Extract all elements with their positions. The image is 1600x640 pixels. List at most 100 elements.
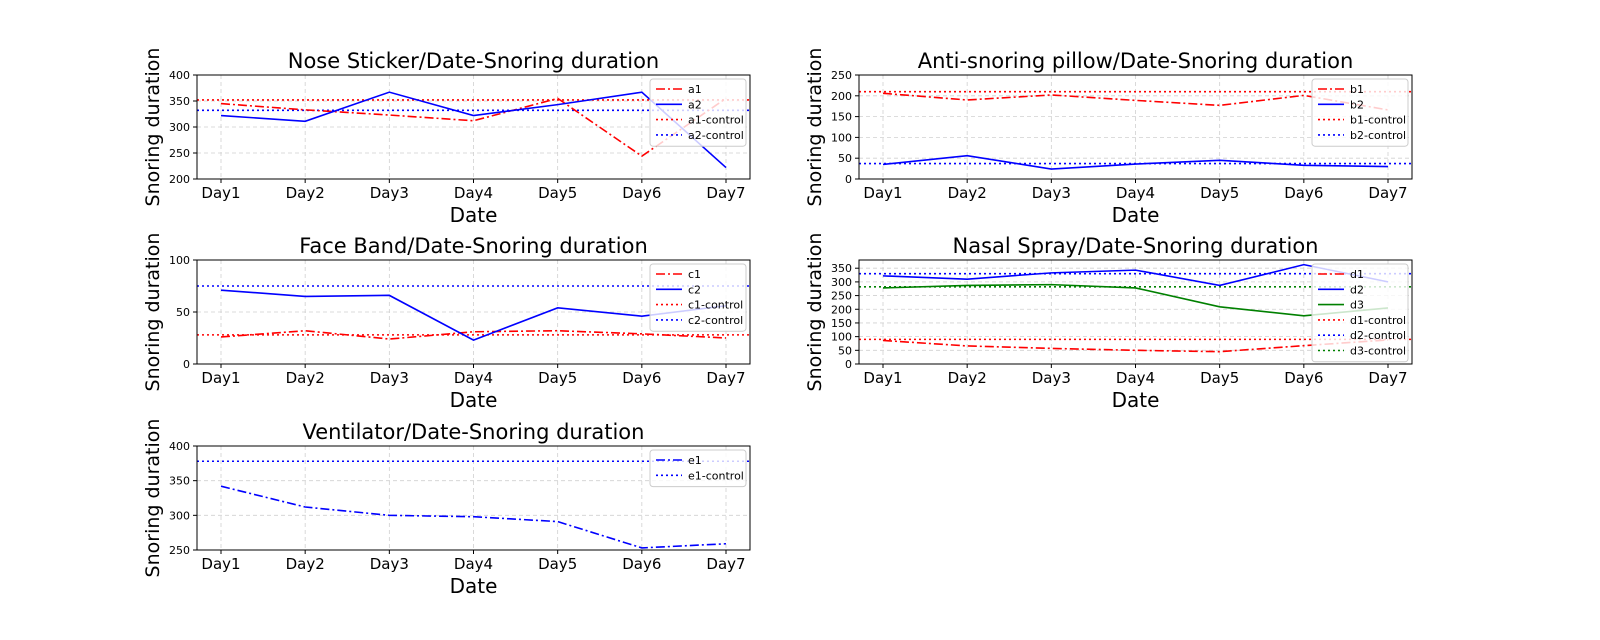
- chart-title: Face Band/Date-Snoring duration: [299, 234, 648, 258]
- x-axis-label: Date: [1112, 388, 1160, 412]
- chart-5: 250 300 350 400 Day1 Day2 Day3 Day4 Day5 Day6 Day7…: [142, 419, 751, 598]
- x-tick-label: Day6: [622, 369, 661, 387]
- y-tick-label: 200: [831, 303, 852, 316]
- x-tick-label: Day2: [286, 369, 325, 387]
- x-tick-label: Day7: [706, 184, 745, 202]
- legend-label: b1-control: [1350, 114, 1406, 127]
- y-tick-label: 400: [169, 440, 190, 453]
- y-tick-label: 300: [169, 509, 190, 522]
- legend-label: e1: [688, 454, 702, 467]
- x-tick-label: Day6: [1284, 184, 1323, 202]
- legend-label: c2: [688, 283, 701, 296]
- legend-label: c2-control: [688, 314, 743, 327]
- x-tick-label: Day5: [1200, 184, 1239, 202]
- legend-label: b2-control: [1350, 129, 1406, 142]
- series-line-a2: [220, 91, 727, 169]
- y-tick-label: 0: [845, 173, 852, 186]
- x-tick-label: Day1: [863, 184, 902, 202]
- y-tick-label: 350: [831, 262, 852, 275]
- legend-label: d3: [1350, 299, 1364, 312]
- x-tick-label: Day5: [538, 369, 577, 387]
- series-line-e1: [220, 485, 727, 549]
- y-axis-label: Snoring duration: [804, 233, 826, 392]
- y-tick-label: 200: [831, 90, 852, 103]
- legend-box: [649, 78, 747, 147]
- legend-label: d3-control: [1350, 345, 1406, 358]
- legend-box: [1311, 263, 1409, 363]
- x-axis-label: Date: [450, 574, 498, 598]
- x-tick-label: Day3: [370, 555, 409, 573]
- y-tick-label: 200: [169, 173, 190, 186]
- series-line-d2: [882, 263, 1389, 287]
- legend: e1 e1-control: [649, 449, 747, 488]
- legend-box: [649, 449, 747, 488]
- legend-label: d1-control: [1350, 314, 1406, 327]
- y-tick-label: 50: [838, 344, 852, 357]
- x-tick-label: Day3: [370, 369, 409, 387]
- y-tick-label: 400: [169, 69, 190, 82]
- chart-title: Ventilator/Date-Snoring duration: [303, 420, 645, 444]
- legend: d1 d2 d3 d1-control d2-control d3-control: [1311, 263, 1409, 363]
- y-tick-label: 0: [845, 358, 852, 371]
- series-line-c1: [220, 329, 727, 340]
- y-tick-label: 150: [831, 111, 852, 124]
- legend-label: c1: [688, 268, 701, 281]
- y-axis-label: Snoring duration: [804, 48, 826, 207]
- x-tick-label: Day6: [622, 555, 661, 573]
- series-line-d3: [882, 283, 1389, 317]
- legend-box: [649, 263, 747, 332]
- y-tick-label: 350: [169, 475, 190, 488]
- y-axis-label: Snoring duration: [142, 48, 164, 207]
- x-axis-label: Date: [1112, 203, 1160, 227]
- x-tick-label: Day1: [863, 369, 902, 387]
- series-line-a1: [220, 97, 727, 158]
- legend: c1 c2 c1-control c2-control: [649, 263, 747, 332]
- chart-title: Nasal Spray/Date-Snoring duration: [953, 234, 1319, 258]
- x-tick-label: Day3: [370, 184, 409, 202]
- legend-label: d2-control: [1350, 329, 1406, 342]
- x-tick-label: Day4: [1116, 369, 1155, 387]
- y-tick-label: 150: [831, 317, 852, 330]
- x-tick-label: Day1: [201, 184, 240, 202]
- legend-box: [1311, 78, 1409, 147]
- x-tick-label: Day3: [1032, 184, 1071, 202]
- y-tick-label: 50: [176, 306, 190, 319]
- y-tick-label: 100: [169, 254, 190, 267]
- y-tick-label: 50: [838, 152, 852, 165]
- x-tick-label: Day2: [286, 184, 325, 202]
- legend-label: c1-control: [688, 299, 743, 312]
- series-line-b2: [882, 154, 1389, 170]
- legend-label: b1: [1350, 83, 1364, 96]
- y-tick-label: 300: [831, 276, 852, 289]
- x-tick-label: Day6: [1284, 369, 1323, 387]
- x-tick-label: Day2: [948, 369, 987, 387]
- y-tick-label: 300: [169, 121, 190, 134]
- legend-label: a2-control: [688, 129, 744, 142]
- series-line-d1: [882, 339, 1389, 353]
- chart-title: Nose Sticker/Date-Snoring duration: [288, 49, 660, 73]
- x-tick-label: Day7: [1368, 369, 1407, 387]
- x-tick-label: Day7: [706, 555, 745, 573]
- x-tick-label: Day7: [1368, 184, 1407, 202]
- x-tick-label: Day3: [1032, 369, 1071, 387]
- legend-label: b2: [1350, 98, 1364, 111]
- chart-3: 0 50 100 Day1 Day2 Day3 Day4 Day5 Day6 Day7 Face B…: [142, 233, 751, 412]
- x-tick-label: Day5: [538, 555, 577, 573]
- legend-label: d1: [1350, 268, 1364, 281]
- legend-label: a2: [688, 98, 702, 111]
- x-axis-label: Date: [450, 203, 498, 227]
- x-tick-label: Day6: [622, 184, 661, 202]
- x-tick-label: Day2: [948, 184, 987, 202]
- legend: b1 b2 b1-control b2-control: [1311, 78, 1409, 147]
- legend: a1 a2 a1-control a2-control: [649, 78, 747, 147]
- y-tick-label: 0: [183, 358, 190, 371]
- x-tick-label: Day4: [454, 369, 493, 387]
- chart-1: 200 250 300 350 400 Day1 Day2 Day3 Day4 Day5 Day6 D…: [142, 48, 751, 227]
- x-tick-label: Day1: [201, 369, 240, 387]
- x-tick-label: Day5: [1200, 369, 1239, 387]
- legend-label: d2: [1350, 283, 1364, 296]
- y-tick-label: 250: [169, 147, 190, 160]
- chart-title: Anti-snoring pillow/Date-Snoring duratio…: [918, 49, 1354, 73]
